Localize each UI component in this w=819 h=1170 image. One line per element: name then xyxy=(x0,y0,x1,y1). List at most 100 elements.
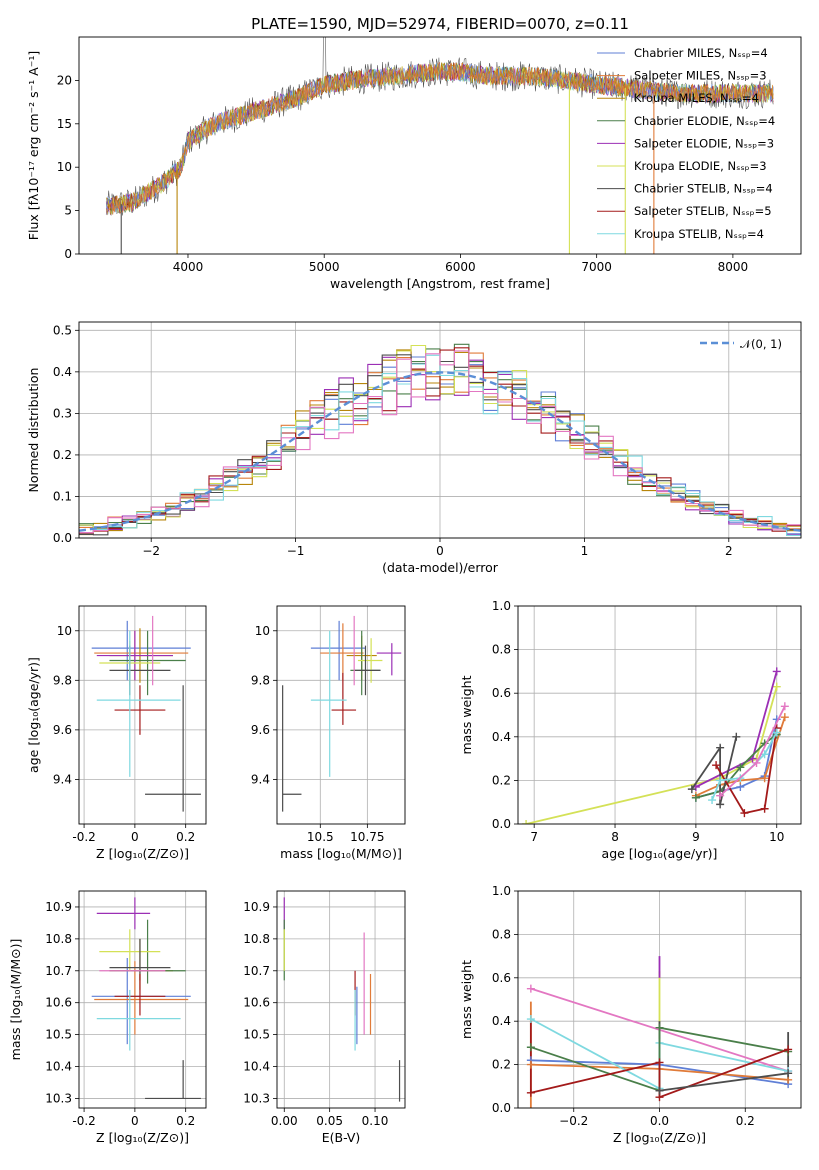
legend-entry: Chabrier ELODIE, Nₛₛₚ=4 xyxy=(634,114,775,128)
weight-line-chabrier-stelib xyxy=(691,736,738,805)
weight-marker xyxy=(687,785,696,794)
y-tick-label: 10.3 xyxy=(45,1091,72,1105)
errorbar-point-kroupa-elodie xyxy=(99,929,161,971)
x-tick-label: 9 xyxy=(692,830,700,844)
spectrum-line-kroupa-miles xyxy=(106,62,774,211)
x-tick-label: 0.2 xyxy=(176,830,195,844)
axes-frame xyxy=(276,605,406,825)
legend-entry: Kroupa ELODIE, Nₛₛₚ=3 xyxy=(634,159,767,173)
weight-marker xyxy=(784,1045,793,1054)
y-axis-label: mass weight xyxy=(459,960,474,1039)
errorbar-point-salpeter-stelib xyxy=(114,685,166,735)
y-tick-label: 20 xyxy=(57,73,72,87)
x-tick-label: 7 xyxy=(530,830,538,844)
y-tick-label: 1.0 xyxy=(492,599,511,613)
legend-entry: Salpeter STELIB, Nₛₛₚ=5 xyxy=(634,204,772,218)
legend-entry: Kroupa MILES, Nₛₛₚ=4 xyxy=(634,91,759,105)
y-tick-label: 9.4 xyxy=(251,772,270,786)
x-tick-label: 0.2 xyxy=(176,1114,195,1128)
y-tick-label: 9.4 xyxy=(53,772,72,786)
y-tick-label: 10.5 xyxy=(45,1028,72,1042)
weight-line-salpeter-stelib xyxy=(715,727,778,815)
errorbar-point-salpeter-stelib xyxy=(331,672,357,725)
x-tick-label: 10.5 xyxy=(307,830,334,844)
errorbar-point-kroupa-elodie xyxy=(357,638,383,683)
axes-frame xyxy=(78,890,207,1109)
x-tick-label: −2 xyxy=(142,544,160,558)
errorbar-point-kroupa-stelib xyxy=(310,630,347,777)
x-tick-label: 8 xyxy=(611,830,619,844)
weight-marker xyxy=(526,1043,535,1052)
y-tick-label: 0.0 xyxy=(492,817,511,831)
y-tick-label: 10.6 xyxy=(45,996,72,1010)
y-tick-label: 10.4 xyxy=(45,1060,72,1074)
weight-marker xyxy=(780,702,789,711)
weight-marker xyxy=(526,1088,535,1097)
y-tick-label: 10.3 xyxy=(243,1091,270,1105)
weight-marker xyxy=(526,1060,535,1069)
errorbar-point-salpeter-elodie xyxy=(96,630,173,681)
weight-marker xyxy=(712,761,721,770)
weight-marker xyxy=(716,791,725,800)
x-tick-label: −1 xyxy=(287,544,305,558)
x-tick-label: 6000 xyxy=(445,260,476,274)
errorbar-point-kroupa-miles xyxy=(109,938,173,990)
spectrum-line-salpeter-miles xyxy=(105,61,774,216)
axes-frame xyxy=(517,605,802,825)
y-tick-label: 0.4 xyxy=(492,1014,511,1028)
y-tick-label: 9.6 xyxy=(53,723,72,737)
weight-line-salpeter-stelib xyxy=(530,1048,789,1099)
errorbar-point-chabrier-stelib xyxy=(109,938,171,981)
weight-marker xyxy=(772,682,781,691)
legend-entry: Salpeter MILES, Nₛₛₚ=3 xyxy=(634,69,767,83)
weight-marker xyxy=(716,743,725,752)
y-tick-label: 10.5 xyxy=(243,1028,270,1042)
errorbar-point-salpeter-stelib xyxy=(114,973,166,1016)
weight-marker xyxy=(736,763,745,772)
y-tick-label: 9.8 xyxy=(251,673,270,687)
axes-frame xyxy=(517,890,802,1109)
weight-marker xyxy=(772,728,781,737)
errorbar-point-kroupa-stelib xyxy=(96,630,181,777)
weight-marker xyxy=(780,713,789,722)
y-tick-label: 0.0 xyxy=(53,531,72,545)
x-tick-label: 0 xyxy=(131,1114,139,1128)
errorbar-point-chabrier-stelib xyxy=(145,1060,201,1100)
weight-marker xyxy=(522,820,531,824)
weight-marker xyxy=(760,774,769,783)
y-tick-label: 10 xyxy=(57,160,72,174)
errorbar-point-chabrier-stelib xyxy=(145,685,201,812)
y-tick-label: 0.6 xyxy=(492,971,511,985)
errorbar-point-salpeter-elodie xyxy=(96,897,151,930)
y-tick-label: 0.3 xyxy=(53,406,72,420)
errorbar-point-salpeter-elodie xyxy=(376,643,402,676)
spectrum-panel: 4000 5000 6000 7000 8000 0 5 10 15 20 wavelength [… xyxy=(26,36,802,291)
y-tick-label: 10.4 xyxy=(243,1060,270,1074)
y-tick-label: 0.5 xyxy=(53,323,72,337)
weight-marker xyxy=(760,804,769,813)
errorbar-point-chabrier-stelib xyxy=(282,685,302,812)
x-axis-label: (data-model)/error xyxy=(382,560,499,575)
y-tick-label: 9.8 xyxy=(53,673,72,687)
spectrum-title: PLATE=1590, MJD=52974, FIBERID=0070, z=0… xyxy=(251,15,629,33)
y-tick-label: 0.0 xyxy=(492,1101,511,1115)
weight-marker xyxy=(716,800,725,809)
weight-vs-age-panel: 7 8 9 10 0.0 0.2 0.4 0.6 0.8 1.0 age [log₁₀(age/yr… xyxy=(459,599,802,861)
y-axis-label: Flux [fλ10⁻¹⁷ erg cm⁻² s⁻¹ A⁻¹] xyxy=(26,51,41,240)
x-axis-label: Z [log₁₀(Z/Z⊙)] xyxy=(613,1130,706,1145)
y-tick-label: 10.7 xyxy=(45,964,72,978)
x-tick-label: 0.2 xyxy=(736,1114,755,1128)
errorbar-point-salpeter-miles xyxy=(94,961,189,1035)
age-vs-metallicity-panel: -0.2 0 0.2 9.4 9.6 9.8 10 Z [log₁₀(Z/Z⊙)] age [l… xyxy=(26,605,207,861)
y-tick-label: 10 xyxy=(255,624,270,638)
weight-marker xyxy=(526,984,535,993)
y-tick-label: 10.9 xyxy=(243,900,270,914)
weight-marker xyxy=(526,1015,535,1024)
x-tick-label: 0.00 xyxy=(271,1114,298,1128)
weight-marker xyxy=(691,793,700,802)
mass-vs-metallicity-panel: -0.2 0 0.2 10.3 10.4 10.5 10.6 10.7 10.8 10.9 Z [l… xyxy=(8,890,207,1145)
x-tick-label: −0.2 xyxy=(559,1114,588,1128)
weight-line-chabrier-stelib xyxy=(659,1072,789,1092)
y-tick-label: 10.7 xyxy=(243,964,270,978)
